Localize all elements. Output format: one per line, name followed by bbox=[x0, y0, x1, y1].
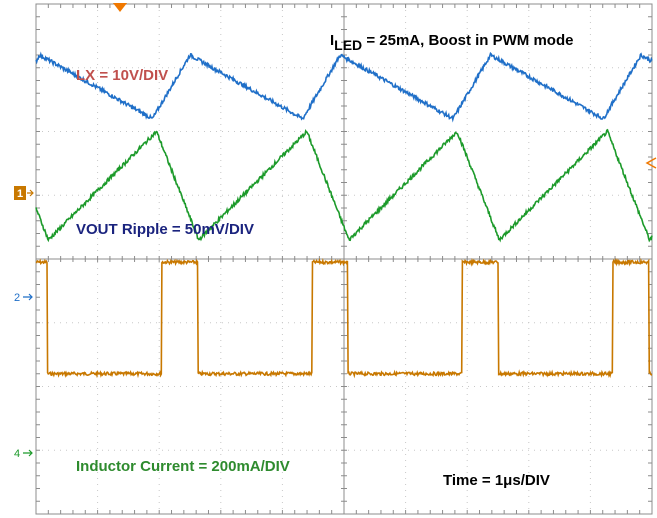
inductor-current-trace bbox=[35, 128, 653, 243]
trigger-marker-icon bbox=[113, 3, 127, 12]
lx-label: LX = 10V/DIV bbox=[76, 67, 168, 84]
channel-2-marker: 2 bbox=[14, 292, 33, 304]
svg-text:4: 4 bbox=[14, 448, 20, 460]
svg-text:2: 2 bbox=[14, 292, 20, 304]
time-label: Time = 1μs/DIV bbox=[443, 472, 550, 489]
plot-frame bbox=[35, 3, 653, 515]
channel-1-marker: 1 bbox=[14, 186, 34, 200]
vout-label: VOUT Ripple = 50mV/DIV bbox=[76, 221, 254, 238]
grid bbox=[35, 3, 653, 515]
chart-title: ILED = 25mA, Boost in PWM mode bbox=[330, 32, 573, 53]
inductor-label: Inductor Current = 200mA/DIV bbox=[76, 458, 290, 475]
traces bbox=[35, 51, 653, 379]
channel-4-marker: 4 bbox=[14, 448, 33, 460]
lx-trace bbox=[35, 257, 653, 379]
trigger-level-icon bbox=[645, 157, 657, 169]
svg-text:1: 1 bbox=[17, 188, 23, 200]
vout-ripple-trace bbox=[35, 51, 653, 123]
